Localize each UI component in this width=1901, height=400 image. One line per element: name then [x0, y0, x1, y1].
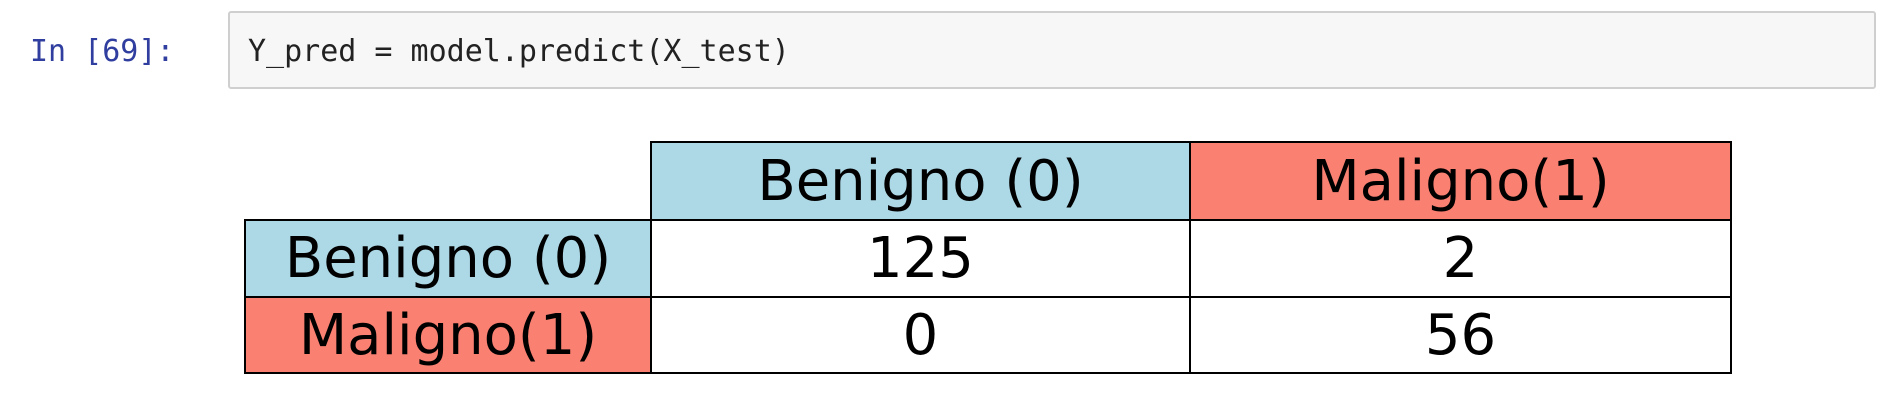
row-header-benign: Benigno (0) — [244, 219, 652, 298]
code-text[interactable]: Y_pred = model.predict(X_test) — [248, 34, 790, 69]
column-header-malignant: Maligno(1) — [1189, 141, 1732, 221]
table-cell-malignant-benign: 0 — [650, 296, 1191, 374]
table-cell-benign-malignant: 2 — [1189, 219, 1732, 298]
code-input-cell[interactable]: Y_pred = model.predict(X_test) — [228, 11, 1876, 89]
row-header-malignant: Maligno(1) — [244, 296, 652, 374]
table-cell-benign-benign: 125 — [650, 219, 1191, 298]
table-cell-malignant-malignant: 56 — [1189, 296, 1732, 374]
column-header-benign: Benigno (0) — [650, 141, 1191, 221]
input-prompt: In [69]: — [30, 34, 175, 69]
